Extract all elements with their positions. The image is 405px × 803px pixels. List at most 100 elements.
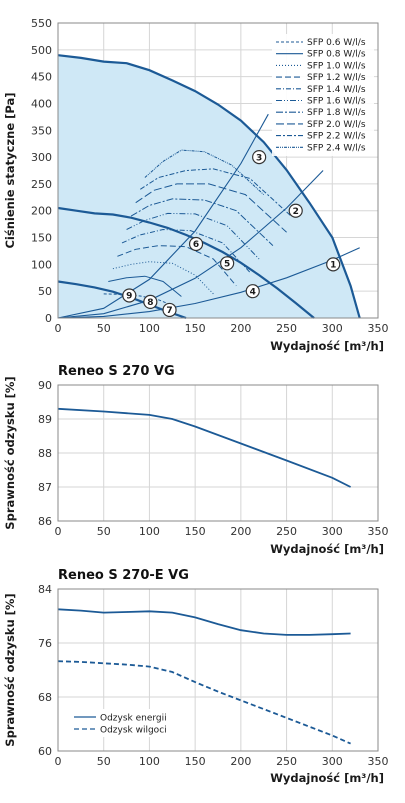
efficiency-e-vg-legend-box	[70, 709, 182, 737]
efficiency-vg-title: Reneo S 270 VG	[58, 364, 175, 379]
operating-point-label: 9	[126, 292, 132, 302]
sfp-legend-label: SFP 2.2 W/l/s	[307, 132, 366, 142]
sfp-legend-label: SFP 0.6 W/l/s	[307, 38, 366, 48]
operating-point-marker	[245, 284, 260, 299]
pressure-chart-frame	[57, 22, 379, 319]
x-tick-label: 350	[368, 322, 389, 335]
sfp-legend-label: SFP 1.6 W/l/s	[307, 97, 366, 107]
y-tick-label: 86	[38, 515, 52, 528]
x-tick-label: 150	[185, 755, 206, 768]
y-tick-label: 90	[38, 379, 52, 392]
y-tick-label: 60	[38, 745, 52, 758]
pressure-x-axis-label: Wydajność [m³/h]	[270, 339, 384, 353]
y-tick-label: 400	[31, 97, 52, 110]
y-tick-label: 250	[31, 178, 52, 191]
x-tick-label: 50	[97, 525, 111, 538]
x-tick-label: 50	[97, 322, 111, 335]
operating-point-label: 7	[166, 306, 172, 316]
operating-point-label: 8	[147, 298, 153, 308]
fan-curve	[57, 54, 361, 319]
operating-point-marker	[188, 236, 204, 252]
efficiency-e-vg-legend-label: Odzysk energii	[100, 714, 167, 724]
operating-point-label: 3	[256, 153, 262, 163]
x-tick-label: 200	[230, 755, 251, 768]
y-tick-label: 350	[31, 124, 52, 137]
x-tick-label: 100	[139, 322, 160, 335]
x-tick-label: 200	[230, 525, 251, 538]
sfp-curve	[130, 198, 274, 246]
x-tick-label: 100	[139, 525, 160, 538]
x-tick-label: 0	[55, 322, 62, 335]
operating-point-label: 4	[250, 287, 256, 297]
y-tick-label: 89	[38, 413, 52, 426]
x-tick-label: 0	[55, 755, 62, 768]
efficiency-vg-x-axis-label: Wydajność [m³/h]	[270, 542, 384, 556]
sfp-legend-label: SFP 1.0 W/l/s	[307, 61, 366, 71]
y-tick-label: 200	[31, 205, 52, 218]
efficiency-vg-series	[57, 407, 352, 488]
operating-point-label: 5	[224, 259, 230, 269]
y-tick-label: 100	[31, 258, 52, 271]
y-tick-label: 68	[38, 691, 52, 704]
sfp-curve	[117, 245, 237, 287]
pressure-y-axis-label: Ciśnienie statyczne [Pa]	[3, 92, 17, 248]
x-tick-label: 300	[322, 755, 343, 768]
efficiency-e-vg-x-axis-label: Wydajność [m³/h]	[270, 771, 384, 785]
sfp-curve	[126, 212, 260, 260]
system-curves	[57, 113, 360, 319]
x-tick-label: 300	[322, 322, 343, 335]
sfp-curve	[121, 228, 251, 273]
y-tick-label: 76	[38, 637, 52, 650]
x-tick-label: 0	[55, 525, 62, 538]
y-tick-label: 550	[31, 17, 52, 30]
efficiency-e-vg-ticks: 0 50 100 150 200 250 300 350 60 68 76 84	[38, 583, 389, 768]
sfp-legend-label: SFP 1.8 W/l/s	[307, 108, 366, 118]
x-tick-label: 250	[276, 322, 297, 335]
sfp-curve	[112, 261, 214, 295]
efficiency-vg-line	[57, 407, 352, 488]
efficiency-e-vg-legend: Odzysk energii Odzysk wilgoci	[70, 709, 182, 737]
system-curve	[57, 113, 269, 319]
system-curve	[57, 170, 324, 319]
x-tick-label: 150	[185, 525, 206, 538]
y-tick-label: 0	[45, 312, 52, 325]
y-tick-label: 88	[38, 447, 52, 460]
sfp-legend-label: SFP 1.2 W/l/s	[307, 73, 366, 83]
y-tick-label: 300	[31, 151, 52, 164]
operating-point-marker	[162, 302, 177, 318]
x-tick-label: 50	[97, 755, 111, 768]
y-tick-label: 84	[38, 583, 52, 596]
efficiency-vg-grid	[57, 384, 379, 522]
x-tick-label: 300	[322, 525, 343, 538]
efficiency-vg-y-axis-label: Sprawność odzysku [%]	[3, 376, 17, 529]
sfp-legend-label: SFP 0.8 W/l/s	[307, 50, 366, 60]
efficiency-chart-vg: Reneo S 270 VG 0 50 100 150 200 250 300 350 86 87…	[3, 364, 389, 556]
sfp-legend-label: SFP 1.4 W/l/s	[307, 85, 366, 95]
system-curve	[57, 247, 360, 319]
fan-curve	[57, 206, 315, 319]
y-tick-label: 87	[38, 481, 52, 494]
operating-point-marker	[143, 294, 158, 310]
sfp-curve	[108, 275, 182, 297]
sfp-curve	[140, 168, 292, 217]
efficiency-e-vg-y-axis-label: Sprawność odzysku [%]	[3, 593, 17, 746]
x-tick-label: 250	[276, 755, 297, 768]
x-tick-label: 150	[185, 322, 206, 335]
efficiency-e-vg-title: Reneo S 270-E VG	[58, 568, 189, 583]
operating-point-marker	[288, 203, 303, 218]
operating-point-label: 6	[193, 240, 199, 250]
x-tick-label: 100	[139, 755, 160, 768]
efficiency-chart-e-vg: Reneo S 270-E VG 0 50 100 150 200 250 300 350 60…	[3, 568, 389, 785]
efficiency-e-vg-frame	[57, 588, 379, 752]
efficiency-e-vg-legend-label: Odzysk wilgoci	[100, 726, 167, 736]
sfp-legend-label: SFP 2.4 W/l/s	[307, 143, 366, 153]
efficiency-e-vg-line	[57, 608, 351, 636]
operating-point-markers: 1 2 3 4 5 6 7 8 9	[122, 149, 341, 318]
efficiency-vg-ticks: 0 50 100 150 200 250 300 350 86 87 88 89 90	[38, 379, 389, 538]
x-tick-label: 250	[276, 525, 297, 538]
efficiency-vg-frame	[57, 384, 379, 522]
y-tick-label: 150	[31, 232, 52, 245]
x-tick-label: 350	[368, 525, 389, 538]
y-tick-label: 500	[31, 44, 52, 57]
